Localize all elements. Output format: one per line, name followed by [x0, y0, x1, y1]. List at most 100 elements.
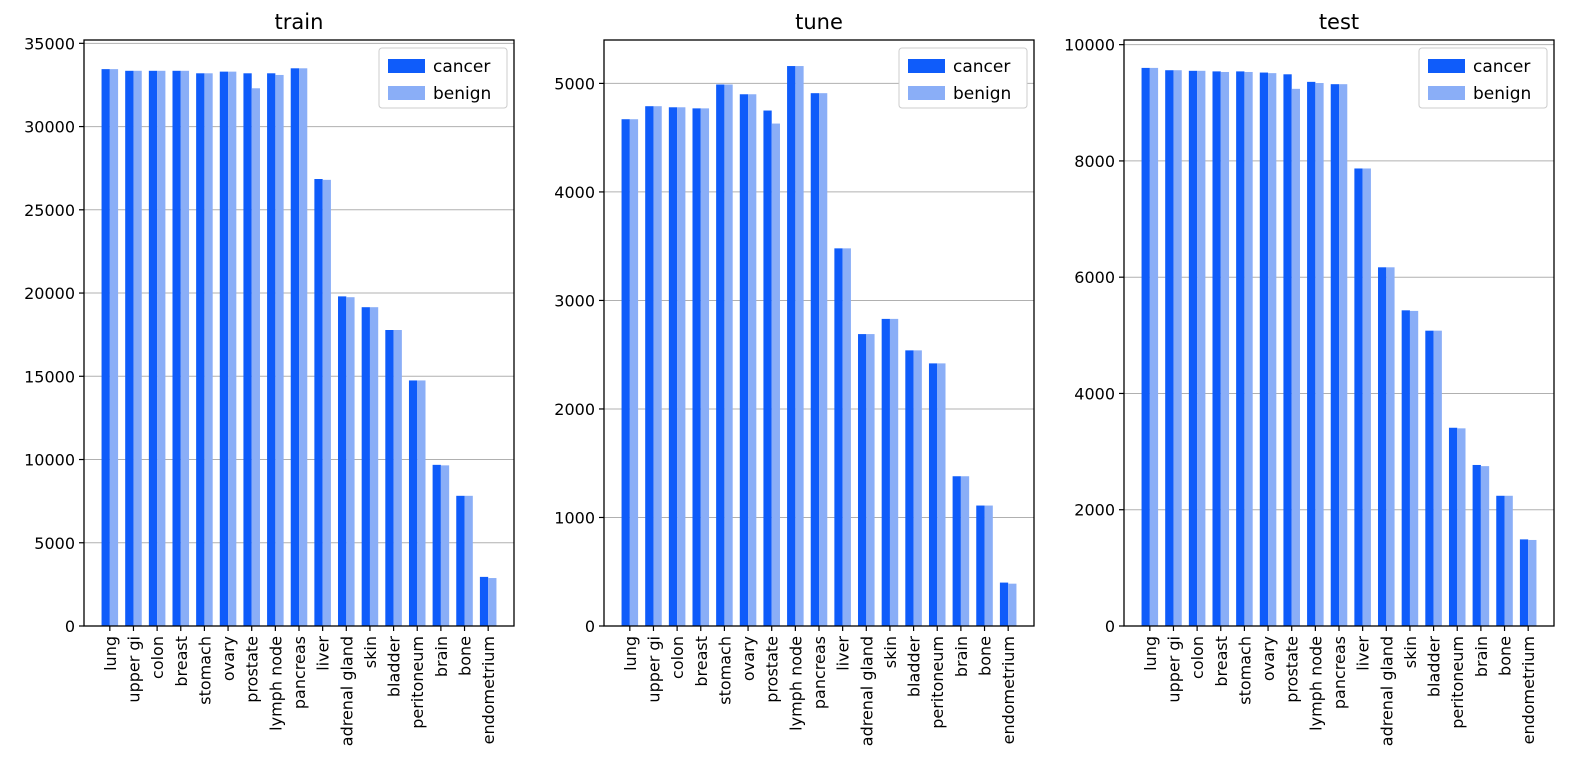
train-bar-cancer [290, 68, 299, 626]
tune-bar-cancer [739, 94, 749, 626]
tune-bar-cancer [881, 318, 890, 626]
test-xtick-label: peritoneum [1448, 636, 1467, 729]
tune-bar-cancer [905, 350, 914, 626]
tune-xtick-label: prostate [763, 636, 782, 703]
tune-bar-benign [1008, 583, 1017, 626]
test-xtick-label: liver [1354, 636, 1373, 671]
test-bar-cancer [1472, 464, 1481, 626]
test-xtick-label: bladder [1425, 636, 1444, 698]
test-bar-benign [1480, 466, 1490, 626]
train-bar-benign [369, 307, 379, 626]
test-bar-benign [1386, 267, 1395, 626]
train-ytick-label: 35000 [24, 34, 75, 53]
train-xtick-label: lung [101, 636, 120, 671]
train-bar-cancer [243, 73, 252, 626]
tune-bar-benign [629, 119, 639, 627]
train-bar-benign [133, 70, 142, 627]
test-bar-benign [1244, 71, 1253, 627]
train-xtick-label: bladder [385, 636, 404, 698]
tune-xtick-label: bone [976, 636, 995, 676]
test-bar-benign [1173, 70, 1182, 626]
test-bar-benign [1149, 67, 1159, 626]
test-bar-cancer [1401, 310, 1410, 626]
tune-xtick-label: colon [668, 636, 687, 679]
train-bar-benign [393, 330, 402, 626]
test-bar-cancer [1188, 70, 1198, 626]
tune-xtick-label: peritoneum [928, 636, 947, 729]
train-bar-benign [346, 297, 355, 626]
train-xtick-label: ovary [219, 636, 238, 681]
test-bar-benign [1433, 330, 1442, 626]
train-legend-label-cancer: cancer [433, 57, 490, 77]
test-legend-swatch-benign [1428, 86, 1465, 100]
test-bar-cancer [1519, 539, 1529, 626]
train-xtick-label: endometrium [479, 636, 498, 744]
train-bar-benign [228, 71, 237, 627]
train-xtick-label: brain [432, 636, 451, 677]
train-bar-benign [109, 69, 119, 626]
test-bar-benign [1197, 70, 1206, 626]
train-bar-benign [299, 68, 308, 626]
train-ytick-label: 5000 [34, 534, 75, 553]
test-bar-cancer [1259, 72, 1269, 627]
test-ytick-label: 2000 [1074, 501, 1115, 520]
train-title: train [275, 10, 324, 34]
train-bar-cancer [314, 179, 323, 626]
train-bar-cancer [148, 70, 158, 627]
test-bar-benign [1457, 428, 1466, 626]
test-ytick-label: 10000 [1064, 36, 1115, 55]
tune-ytick-label: 0 [585, 617, 595, 636]
tune-xtick-label: lymph node [786, 636, 805, 731]
test-xtick-label: ovary [1259, 636, 1278, 681]
tune-ytick-label: 5000 [554, 74, 595, 93]
tune-bar-cancer [810, 93, 819, 626]
train-bar-benign [180, 70, 190, 627]
test-xtick-label: brain [1472, 636, 1491, 677]
train-xtick-label: prostate [243, 636, 262, 703]
tune-ytick-label: 3000 [554, 291, 595, 310]
train-xtick-label: adrenal gland [337, 636, 356, 746]
test-ytick-label: 8000 [1074, 152, 1115, 171]
train-bar-cancer [408, 380, 418, 626]
tune-bar-cancer [716, 84, 725, 626]
test-bar-benign [1315, 83, 1324, 627]
train-legend-label-benign: benign [433, 84, 491, 104]
tune-xtick-label: upper gi [644, 636, 663, 703]
tune-xtick-label: lung [621, 636, 640, 671]
train-bar-cancer [125, 70, 134, 627]
tune-bar-cancer [763, 110, 772, 626]
tune-bar-cancer [952, 476, 961, 626]
test-xtick-label: prostate [1283, 636, 1302, 703]
train-xtick-label: breast [172, 636, 191, 687]
test-legend-swatch-cancer [1428, 59, 1465, 73]
train-ytick-label: 0 [65, 617, 75, 636]
test-legend: cancer benign [1418, 47, 1548, 109]
train-bar-cancer [432, 464, 441, 626]
tune-bar-cancer [692, 108, 701, 626]
train-bar-cancer [385, 330, 394, 626]
test-bar-benign [1220, 71, 1230, 627]
tune-xtick-label: bladder [905, 636, 924, 698]
test-bar-cancer [1378, 267, 1387, 626]
train-legend-swatch-cancer [388, 59, 425, 73]
tune-bar-benign [819, 93, 828, 626]
train-bar-benign [204, 73, 213, 626]
test-xtick-label: stomach [1235, 636, 1254, 705]
train-chart: 0 5000 10000 15000 20000 25000 30000 35000 lung u… [24, 10, 515, 746]
train-ytick-label: 20000 [24, 284, 75, 303]
tune-xtick-label: skin [881, 636, 900, 668]
test-xtick-label: colon [1188, 636, 1207, 679]
tune-bar-cancer [621, 119, 630, 627]
test-bar-benign [1362, 168, 1371, 626]
train-bar-benign [322, 179, 331, 626]
tune-bar-cancer [645, 106, 654, 627]
tune-legend: cancer benign [898, 47, 1028, 109]
tune-xtick-label: ovary [739, 636, 758, 681]
test-bar-cancer [1448, 427, 1458, 626]
tune-title: tune [795, 10, 843, 34]
tune-bar-benign [748, 94, 757, 626]
train-legend: cancer benign [378, 47, 508, 109]
test-xtick-label: endometrium [1519, 636, 1538, 744]
